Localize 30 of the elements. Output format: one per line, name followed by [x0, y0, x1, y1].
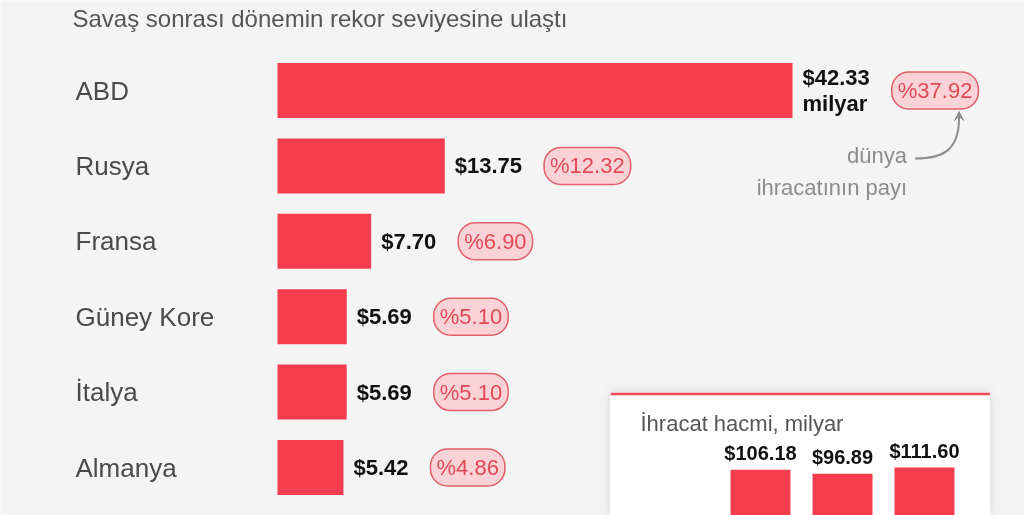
data-label: $7.70: [381, 228, 437, 254]
data-label: $5.69: [356, 379, 412, 405]
annotation: %6.90: [464, 228, 527, 254]
annotation: %12.32: [550, 153, 625, 179]
data-label: $13.75: [454, 153, 523, 179]
data-label: $42.33 milyar: [802, 64, 870, 117]
data-label: $5.42: [353, 455, 409, 480]
y-tick-label: Fransa: [75, 226, 157, 257]
data-label: $111.60: [889, 439, 960, 462]
annotation: %4.86: [436, 455, 499, 480]
data-label: $5.69: [356, 304, 412, 330]
text: %37.92: [897, 78, 973, 103]
annotation: %5.10: [439, 304, 503, 330]
data-label: $96.89: [811, 445, 874, 468]
bar: [277, 63, 793, 118]
y-tick-label: Güney Kore: [75, 301, 215, 332]
annotation: dünya ihracatının payı: [756, 142, 908, 200]
y-tick-label: ABD: [75, 75, 129, 106]
annotation: %5.10: [439, 379, 503, 405]
y-tick-label: Rusya: [75, 150, 150, 181]
bar: [277, 213, 372, 269]
chart-subtitle: Savaş sonrası dönemin rekor seviyesine ulaştı: [72, 5, 568, 32]
y-tick-label: Almanya: [75, 452, 178, 483]
bar: [277, 440, 344, 495]
bar: [277, 289, 347, 345]
data-label: $106.18: [724, 441, 797, 464]
y-tick-label: İtalya: [75, 377, 139, 408]
chart-title: İhracat hacmi, milyar: [640, 411, 844, 436]
bar: [277, 364, 347, 420]
bar: [277, 138, 445, 194]
